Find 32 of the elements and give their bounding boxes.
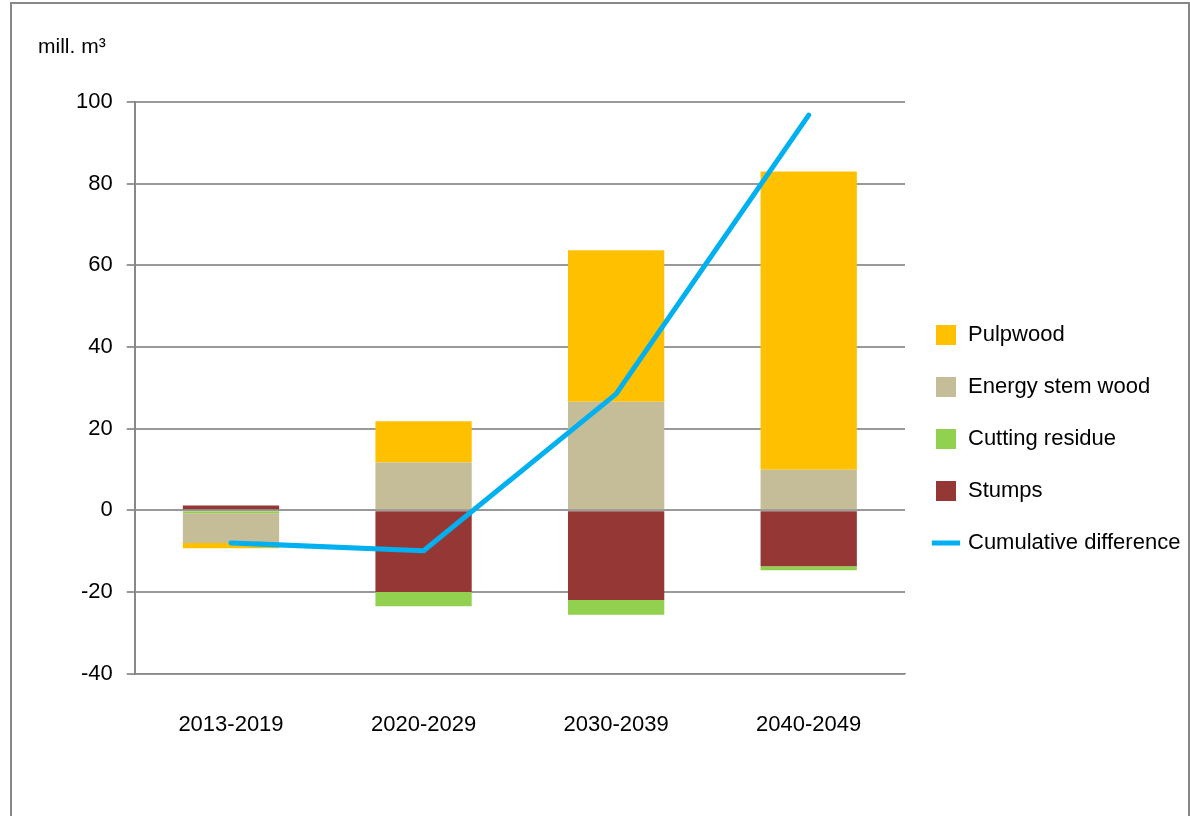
bar bbox=[375, 591, 472, 607]
y-tick-label: -20 bbox=[80, 578, 113, 604]
bar bbox=[182, 505, 280, 510]
y-tick-label: 40 bbox=[88, 333, 113, 359]
legend-label: Cutting residue bbox=[968, 425, 1116, 451]
x-tick-label: 2020-2029 bbox=[370, 710, 477, 736]
bar bbox=[760, 469, 857, 510]
y-tick-label: 100 bbox=[75, 88, 113, 114]
bar bbox=[182, 513, 280, 543]
legend-label: Stumps bbox=[968, 477, 1043, 503]
y-tick-label: 20 bbox=[88, 414, 113, 440]
bar bbox=[568, 250, 665, 402]
bar bbox=[760, 566, 857, 571]
legend-label: Energy stem wood bbox=[968, 373, 1151, 399]
x-tick-label: 2040-2049 bbox=[756, 710, 862, 736]
y-tick-label: 80 bbox=[88, 169, 113, 195]
x-tick-label: 2013-2019 bbox=[178, 710, 284, 736]
x-tick-label: 2030-2039 bbox=[563, 710, 669, 736]
bar bbox=[760, 511, 857, 567]
y-tick-label: 0 bbox=[100, 496, 113, 522]
bar bbox=[568, 401, 665, 510]
legend-label: Cumulative difference bbox=[968, 529, 1181, 555]
y-tick-label: 60 bbox=[88, 251, 113, 277]
bar bbox=[568, 511, 665, 601]
bar bbox=[375, 421, 472, 463]
y-tick-label: -40 bbox=[80, 659, 113, 685]
bar bbox=[568, 600, 665, 615]
y-axis-title: mill. m³ bbox=[38, 34, 106, 58]
bar bbox=[375, 511, 472, 592]
bar bbox=[760, 171, 857, 470]
legend-label: Pulpwood bbox=[968, 321, 1065, 347]
bar bbox=[375, 462, 472, 510]
